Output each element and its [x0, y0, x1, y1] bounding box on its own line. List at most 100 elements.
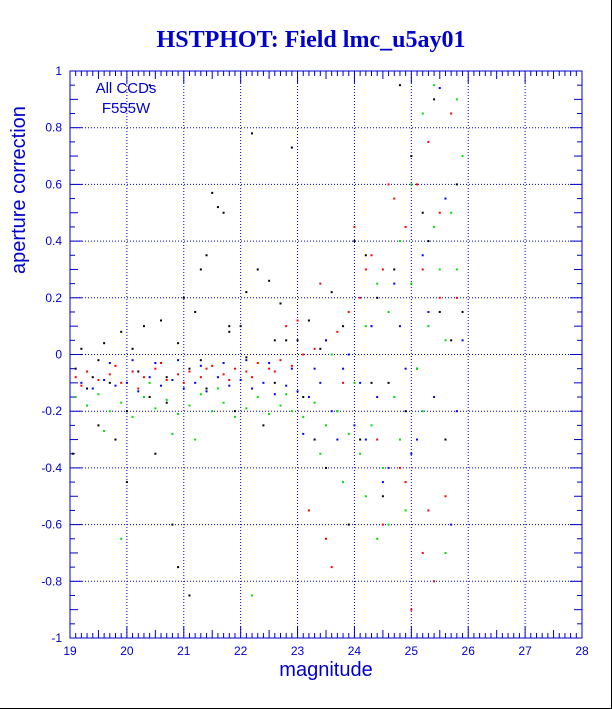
data-point	[342, 381, 345, 384]
data-point	[347, 432, 350, 435]
data-point	[216, 206, 219, 209]
data-point	[364, 438, 367, 441]
data-point	[325, 466, 327, 469]
data-point	[160, 319, 163, 322]
data-point	[194, 310, 197, 313]
axis-ticks	[69, 70, 583, 639]
data-point	[347, 310, 350, 313]
data-point	[273, 381, 276, 384]
data-point	[438, 87, 441, 90]
data-point	[222, 362, 225, 365]
data-point	[239, 325, 242, 328]
data-point	[205, 254, 208, 257]
data-point	[137, 390, 140, 393]
data-point	[199, 359, 202, 362]
data-point	[364, 268, 367, 271]
data-point	[290, 367, 293, 370]
data-point	[387, 523, 390, 526]
data-point	[421, 112, 424, 115]
data-point	[444, 551, 447, 554]
x-tick-label: 28	[575, 644, 589, 658]
data-point	[222, 401, 225, 404]
data-point	[433, 98, 436, 101]
data-point	[199, 268, 202, 271]
data-point	[461, 339, 464, 342]
y-tick-label: 1	[55, 64, 62, 78]
data-point	[455, 183, 458, 186]
data-point	[285, 325, 288, 328]
data-point	[364, 495, 367, 498]
data-point	[148, 396, 151, 399]
data-point	[188, 367, 191, 370]
data-point	[364, 325, 367, 328]
data-point	[313, 347, 316, 350]
data-point	[313, 438, 316, 441]
data-point	[393, 268, 396, 271]
data-point	[256, 396, 259, 399]
data-point	[319, 282, 322, 285]
data-point	[108, 362, 111, 365]
data-point	[251, 387, 254, 390]
y-tick-label: 0.2	[45, 291, 62, 305]
data-point	[256, 362, 259, 365]
data-point	[114, 364, 117, 367]
data-point	[279, 302, 282, 305]
data-point	[171, 523, 174, 526]
data-point	[319, 452, 322, 455]
data-point	[108, 373, 111, 376]
data-point	[199, 376, 202, 379]
data-point	[160, 384, 163, 387]
x-tick-label: 19	[63, 644, 77, 658]
data-point	[74, 367, 77, 370]
data-point	[273, 339, 276, 342]
data-point	[330, 566, 333, 569]
x-axis-label: magnitude	[279, 659, 372, 681]
data-point	[444, 197, 447, 200]
data-point	[251, 594, 254, 597]
data-point	[455, 296, 458, 299]
data-point	[387, 310, 390, 313]
y-tick-label: 0.6	[45, 177, 62, 191]
data-point	[359, 438, 362, 441]
data-point	[245, 407, 248, 410]
data-point	[313, 401, 316, 404]
data-point	[177, 359, 180, 362]
data-point	[114, 438, 117, 441]
data-point	[120, 330, 123, 333]
y-tick-label: -1	[51, 631, 62, 645]
data-point	[216, 387, 219, 390]
data-point	[347, 523, 350, 526]
data-point	[376, 537, 379, 540]
data-point	[398, 466, 401, 469]
data-point	[455, 410, 458, 413]
data-point	[421, 254, 424, 257]
data-point	[279, 404, 282, 407]
data-point	[177, 566, 180, 569]
data-point	[376, 282, 379, 285]
data-point	[455, 268, 458, 271]
data-point	[142, 325, 145, 328]
x-tick-label: 23	[291, 644, 305, 658]
data-point	[279, 359, 282, 362]
data-point	[154, 362, 157, 365]
data-point	[131, 415, 134, 418]
data-point	[461, 310, 464, 313]
data-point	[103, 430, 106, 433]
data-point	[245, 356, 248, 359]
data-point	[421, 211, 424, 214]
x-tick-label: 22	[234, 644, 248, 658]
data-point	[120, 381, 123, 384]
data-point	[404, 225, 407, 228]
data-point	[268, 367, 271, 370]
data-point	[273, 370, 276, 373]
series-2	[80, 87, 464, 526]
data-point	[302, 396, 305, 399]
data-point	[131, 370, 134, 373]
data-point	[125, 381, 128, 384]
data-point	[80, 381, 83, 384]
data-point	[273, 393, 276, 396]
data-point	[74, 396, 77, 399]
y-axis-label: aperture correction	[8, 106, 30, 274]
data-point	[370, 424, 373, 427]
y-tick-label: -0.4	[41, 461, 62, 475]
